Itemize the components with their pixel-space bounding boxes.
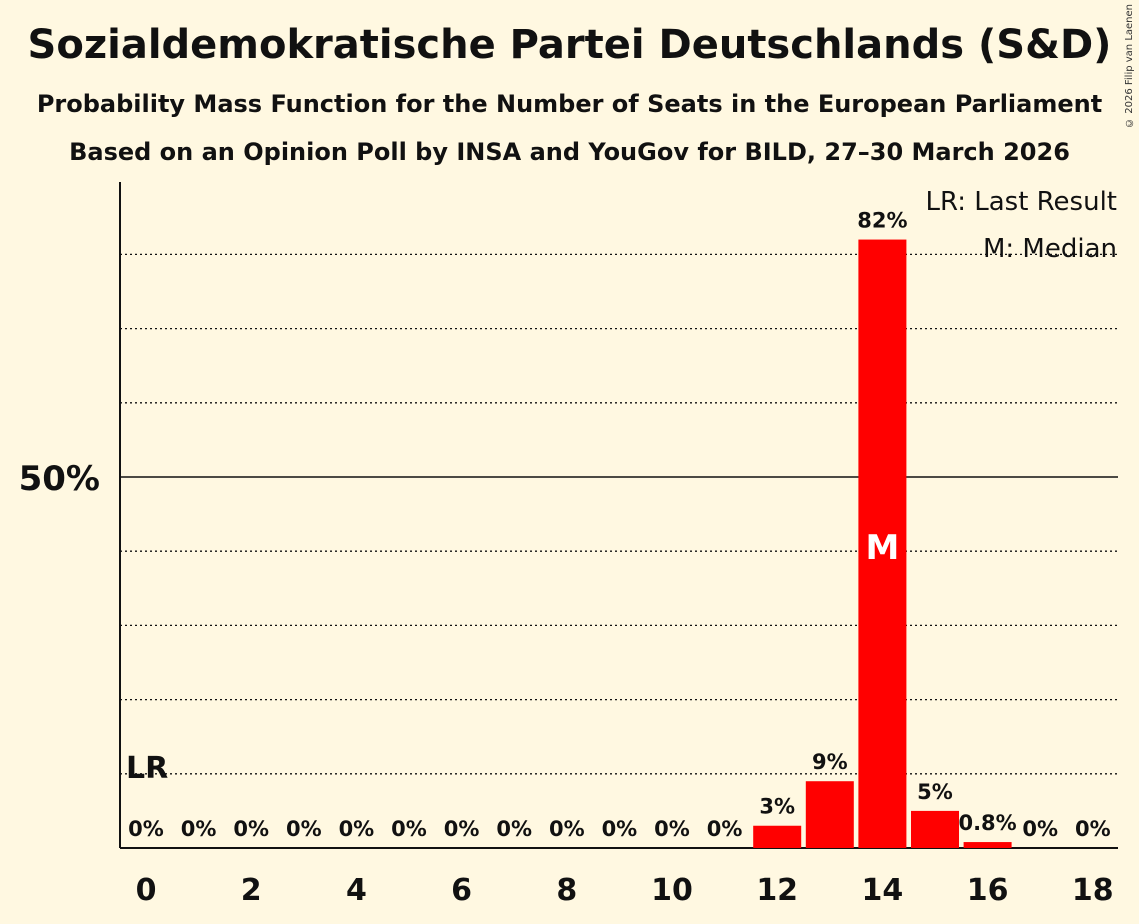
x-tick-label: 10 [651,873,693,908]
bar-value-label: 0% [181,817,217,841]
x-tick-label: 14 [862,873,904,908]
median-marker: M [865,528,899,568]
x-tick-label: 16 [967,873,1009,908]
legend-last-result: LR: Last Result [925,187,1117,217]
bar-seat-15 [911,810,959,848]
x-tick-label: 8 [556,873,577,908]
bar-value-label: 82% [857,209,907,233]
chart-title: Sozialdemokratische Partei Deutschlands … [27,22,1112,68]
bar-seat-16 [963,842,1012,848]
bar-value-label: 0% [1075,817,1111,841]
x-tick-label: 6 [451,873,472,908]
bar-value-label: 0% [602,817,638,841]
bar-value-label: 0% [549,817,585,841]
bar-value-label: 0% [128,817,164,841]
bar-value-label: 0% [286,817,322,841]
legend-median: M: Median [983,234,1117,264]
bar-value-label: 5% [917,780,953,804]
bar-value-label: 0% [1022,817,1058,841]
chart-subtitle: Probability Mass Function for the Number… [36,90,1103,118]
bar-value-label: 0% [444,817,480,841]
bar-value-label: 3% [759,795,795,819]
bar-seat-14 [858,239,907,848]
bar-value-label: 0% [654,817,690,841]
y-tick-label: 50% [19,459,100,499]
x-tick-label: 2 [241,873,262,908]
bar-seat-13 [805,781,854,848]
bar-value-label: 9% [812,750,848,774]
bar-value-label: 0% [233,817,269,841]
last-result-marker: LR [126,751,168,786]
chart-source: Based on an Opinion Poll by INSA and You… [69,138,1070,166]
bar-value-label: 0% [339,817,375,841]
bar-value-label: 0.8% [958,811,1016,835]
x-tick-label: 0 [136,873,157,908]
x-tick-label: 4 [346,873,367,908]
bar-value-label: 0% [496,817,532,841]
x-tick-label: 18 [1072,873,1114,908]
bar-value-label: 0% [391,817,427,841]
bar-value-label: 0% [707,817,743,841]
x-tick-label: 12 [756,873,798,908]
bar-seat-12 [753,825,802,848]
